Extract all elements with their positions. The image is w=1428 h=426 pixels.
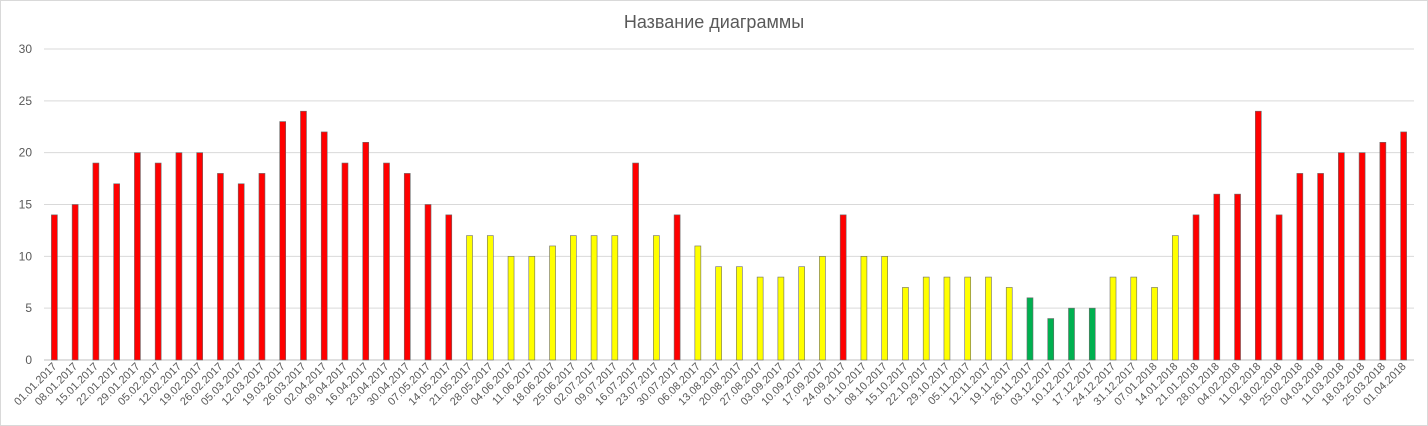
bar <box>756 276 764 361</box>
bar <box>1338 152 1345 361</box>
bar <box>1109 276 1117 361</box>
bar <box>1130 276 1138 361</box>
bar <box>320 131 328 361</box>
bar <box>922 276 930 361</box>
bar <box>154 162 162 361</box>
bar <box>217 173 224 361</box>
bar <box>1255 110 1262 361</box>
bar <box>1088 307 1096 361</box>
bar <box>694 245 702 361</box>
bar <box>839 214 847 361</box>
bar <box>1026 297 1034 361</box>
bar <box>1047 318 1055 361</box>
y-tick-label: 15 <box>19 198 33 212</box>
bar <box>632 162 639 361</box>
bar <box>570 235 577 361</box>
bar <box>611 235 619 361</box>
y-tick-label: 5 <box>25 301 32 315</box>
bar <box>1275 214 1283 361</box>
bar <box>1068 307 1075 361</box>
y-tick-label: 10 <box>19 249 33 263</box>
bar <box>590 235 598 361</box>
bar <box>237 183 245 361</box>
bar <box>341 162 349 361</box>
bar <box>943 276 951 361</box>
bar <box>798 266 805 361</box>
bar <box>466 235 473 361</box>
bar <box>258 173 266 361</box>
y-tick-label: 0 <box>25 353 32 367</box>
bar <box>383 162 390 361</box>
bar <box>673 214 681 361</box>
bar <box>51 214 58 361</box>
x-axis-ticks: 01.01.201708.01.201715.01.201722.01.2017… <box>12 361 1409 408</box>
bar <box>1379 142 1387 361</box>
bar <box>653 235 660 361</box>
bar <box>549 245 556 361</box>
bar <box>196 152 203 361</box>
bar <box>860 256 868 361</box>
bar <box>528 256 536 361</box>
bar <box>777 276 785 361</box>
chart-title: Название диаграммы <box>623 12 805 32</box>
y-axis-ticks: 0 5 10 15 20 25 30 <box>19 42 33 367</box>
y-tick-label: 30 <box>19 42 33 56</box>
y-tick-label: 25 <box>19 94 33 108</box>
bar <box>362 142 370 361</box>
y-tick-label: 20 <box>19 146 33 160</box>
bar <box>1151 287 1158 361</box>
bar <box>134 152 141 361</box>
bar <box>175 152 183 361</box>
bar <box>403 173 411 361</box>
bar <box>445 214 453 361</box>
bar <box>881 256 888 361</box>
bar <box>92 162 100 361</box>
bar <box>1005 287 1013 361</box>
bar <box>1296 173 1304 361</box>
bar <box>113 183 120 361</box>
bar <box>902 287 909 361</box>
bar <box>736 266 743 361</box>
bar <box>819 256 826 361</box>
bar <box>1192 214 1200 361</box>
bar <box>1317 173 1324 361</box>
bar <box>71 204 79 361</box>
bars <box>51 110 1407 361</box>
bar <box>1234 193 1241 361</box>
bar <box>1400 131 1407 361</box>
bar <box>424 204 432 361</box>
bar <box>507 256 515 361</box>
bar <box>1358 152 1366 361</box>
bar <box>715 266 722 361</box>
bar <box>279 121 287 361</box>
bar <box>985 276 992 361</box>
bar <box>964 276 972 361</box>
bar <box>300 110 307 361</box>
bar <box>486 235 494 361</box>
bar <box>1171 235 1179 361</box>
bar <box>1213 193 1221 361</box>
gridlines <box>44 48 1414 361</box>
